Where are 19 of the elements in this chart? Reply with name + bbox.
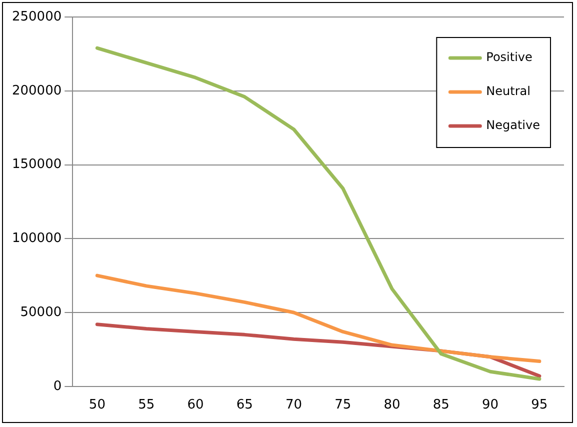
legend-label: Negative xyxy=(486,118,540,132)
x-tick-label: 50 xyxy=(88,398,106,413)
y-tick-label: 200000 xyxy=(12,83,62,98)
x-tick-label: 75 xyxy=(334,398,352,413)
x-tick-label: 90 xyxy=(482,398,499,413)
legend-label: Neutral xyxy=(486,84,530,98)
x-tick-label: 95 xyxy=(531,398,548,413)
y-tick-label: 0 xyxy=(53,378,62,394)
y-tick-label: 150000 xyxy=(12,157,62,172)
x-tick-label: 80 xyxy=(384,398,400,413)
legend-label: Positive xyxy=(486,50,532,64)
x-tick-label: 70 xyxy=(285,398,302,413)
x-tick-label: 65 xyxy=(236,398,253,413)
y-tick-label: 100000 xyxy=(12,231,62,246)
x-tick-label: 60 xyxy=(187,398,204,413)
y-tick-label: 50000 xyxy=(20,304,62,320)
x-tick-label: 55 xyxy=(138,398,155,413)
y-tick-label: 250000 xyxy=(12,9,62,24)
x-tick-label: 85 xyxy=(432,398,450,413)
